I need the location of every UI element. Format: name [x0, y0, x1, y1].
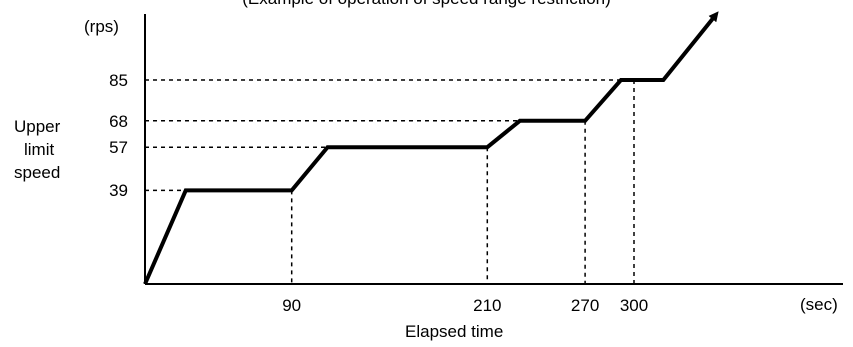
x-tick-label: 210	[473, 296, 502, 315]
chart-title: (Example of operation of speed range res…	[0, 0, 853, 9]
y-axis-label-line-2: limit	[24, 140, 55, 159]
y-tick-label: 57	[109, 138, 128, 158]
x-axis-label: Elapsed time	[405, 322, 504, 341]
x-tick-label: 90	[282, 296, 302, 315]
reference-lines	[145, 79, 635, 284]
y-tick-label: 85	[109, 71, 128, 90]
x-tick-label: 300	[619, 296, 649, 315]
y-axis-label-line-3: speed	[14, 163, 61, 182]
x-axis-unit: (sec)	[800, 295, 838, 314]
series-line	[143, 11, 719, 285]
series-group	[143, 11, 719, 285]
y-axis-label-line-1: Upper	[14, 117, 61, 136]
y-tick-label: 39	[109, 181, 128, 201]
y-tick-label: 68	[109, 111, 128, 131]
y-axis-unit: (rps)	[84, 17, 119, 36]
x-tick-label: 270	[570, 296, 600, 315]
